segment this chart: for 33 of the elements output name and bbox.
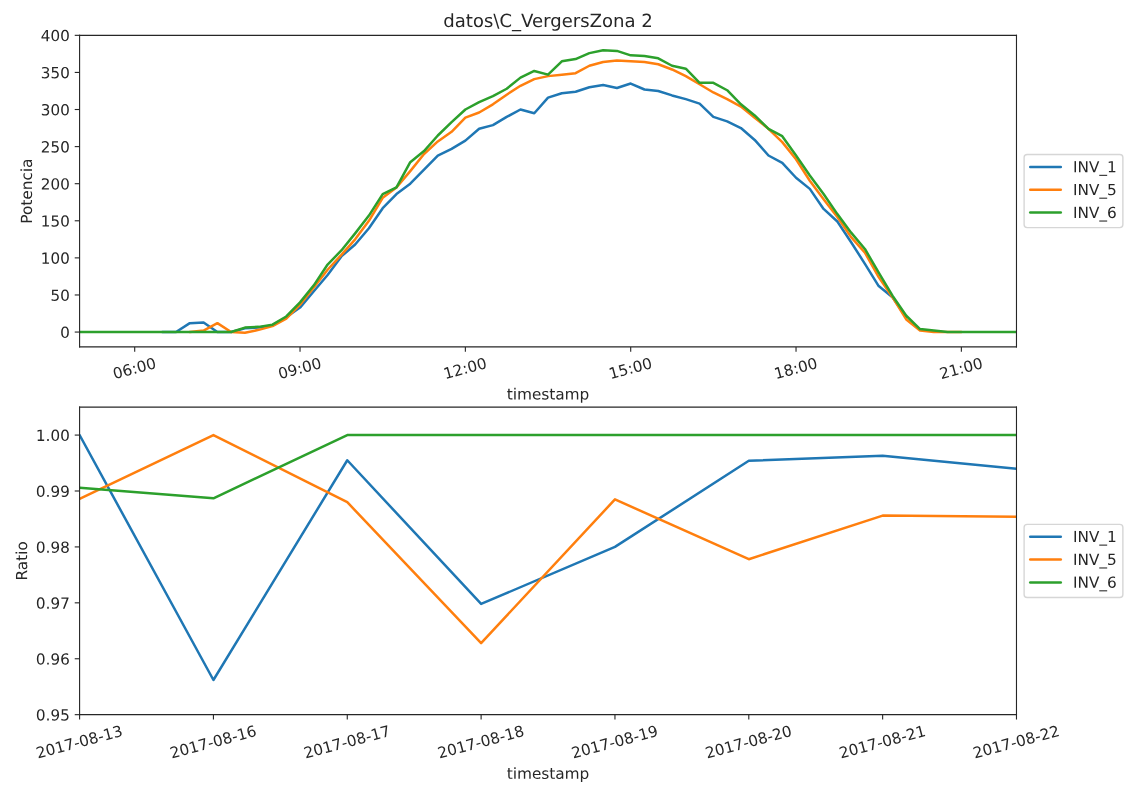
- y-tick-label: 0.96: [36, 653, 69, 665]
- legend-label: INV_5: [1074, 553, 1116, 569]
- legend-label: INV_6: [1074, 206, 1116, 222]
- y-tick-label: 50: [51, 289, 69, 301]
- x-tick-label: 12:00: [443, 357, 487, 379]
- x-tick-label: 21:00: [939, 357, 983, 380]
- y-axis-title: Potencia: [20, 159, 33, 223]
- line-series: [79, 48, 1017, 334]
- y-tick-label: 200: [41, 178, 69, 190]
- x-axis-title: timestamp: [507, 387, 589, 403]
- y-tick-label: 0.99: [36, 485, 69, 498]
- y-axis-title: Ratio: [15, 542, 28, 579]
- legend-label: INV_1: [1074, 161, 1116, 176]
- y-tick-label: 0.97: [36, 597, 69, 609]
- x-tick-label: 18:00: [774, 357, 818, 379]
- y-tick-label: 100: [42, 252, 69, 264]
- x-tick-label: 15:00: [609, 357, 653, 379]
- legend-label: INV_6: [1074, 576, 1116, 592]
- y-tick-label: 150: [42, 215, 69, 227]
- y-tick-label: 250: [41, 141, 69, 153]
- x-tick-label: 06:00: [112, 357, 157, 380]
- x-axis-title: timestamp: [507, 767, 589, 782]
- y-tick-label: 0.95: [36, 709, 69, 721]
- y-tick-label: 0.98: [36, 541, 69, 553]
- chart-title: datos\C_VergersZona 2: [444, 13, 651, 32]
- y-tick-label: 1.00: [37, 429, 69, 442]
- y-tick-label: 0: [61, 326, 69, 339]
- x-tick-label: 09:00: [277, 357, 322, 380]
- y-tick-label: 300: [41, 103, 69, 116]
- legend-label: INV_1: [1074, 530, 1116, 546]
- y-tick-label: 400: [41, 29, 69, 42]
- y-tick-label: 350: [41, 66, 69, 79]
- legend-label: INV_5: [1074, 183, 1116, 199]
